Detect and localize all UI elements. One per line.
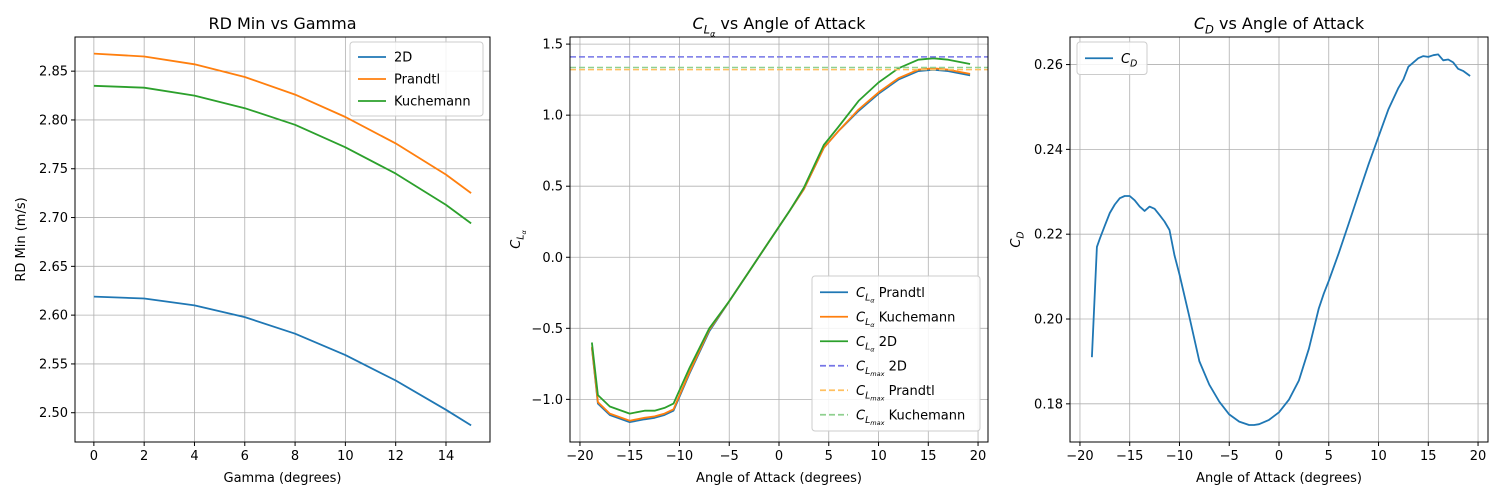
y-tick-label: 0.26 <box>1034 58 1063 73</box>
y-tick-label: 0.18 <box>1034 397 1063 412</box>
x-axis-label: Angle of Attack (degrees) <box>696 471 862 486</box>
legend-box <box>811 275 981 432</box>
x-tick-label: −10 <box>666 449 693 464</box>
plot-area <box>93 52 472 427</box>
x-tick-label: −5 <box>1220 449 1239 464</box>
x-tick-label: 15 <box>920 449 937 464</box>
y-tick-label: 2.55 <box>39 357 68 372</box>
x-tick-label: 15 <box>1420 449 1437 464</box>
x-tick-label: 10 <box>1370 449 1387 464</box>
x-tick-label: 8 <box>291 449 299 464</box>
y-tick-label: 2.50 <box>39 406 68 421</box>
legend-label: 2D <box>394 51 412 66</box>
x-tick-label: −15 <box>616 449 643 464</box>
chart-1: 0 2 4 6 8 10 12 14 2.50 2.55 2.60 2.65 2.70 2.75 2.80 2… <box>14 14 491 486</box>
x-tick-label: 6 <box>241 449 249 464</box>
series-line-2 <box>591 57 971 415</box>
x-tick-label: 20 <box>970 449 987 464</box>
legend-label: Kuchemann <box>394 95 471 110</box>
y-tick-label: 1.0 <box>542 109 563 124</box>
y-axis-label: CLα <box>509 230 528 249</box>
y-tick-label: 2.65 <box>39 260 68 275</box>
x-tick-label: −5 <box>720 449 739 464</box>
y-tick-label: 0.24 <box>1034 143 1063 158</box>
x-tick-label: 12 <box>387 449 404 464</box>
y-axis-label-group: RD Min (m/s) <box>14 197 29 281</box>
chart-title: CLα vs Angle of Attack <box>692 14 866 38</box>
y-tick-label: 0.22 <box>1034 228 1063 243</box>
y-axis-label: CD <box>1009 231 1027 247</box>
x-axis-label: Angle of Attack (degrees) <box>1196 471 1362 486</box>
y-tick-label: 0.0 <box>542 251 563 266</box>
y-tick-label: 2.75 <box>39 162 68 177</box>
y-tick-label: 2.80 <box>39 113 68 128</box>
y-axis-label-group: CLα <box>509 230 528 249</box>
legend-label: CLmax 2D <box>856 359 907 378</box>
chart-title: CD vs Angle of Attack <box>1194 14 1365 36</box>
x-tick-label: 0 <box>775 449 783 464</box>
y-tick-label: 2.85 <box>39 65 68 80</box>
legend-label: CLα Kuchemann <box>856 310 955 329</box>
x-tick-label: 5 <box>825 449 833 464</box>
x-tick-label: 10 <box>870 449 887 464</box>
y-tick-label: 0.5 <box>542 180 563 195</box>
x-tick-label: −20 <box>1066 449 1093 464</box>
axes-frame <box>74 36 491 443</box>
x-tick-label: −15 <box>1116 449 1143 464</box>
legend-label: Prandtl <box>394 73 440 88</box>
y-axis-label: RD Min (m/s) <box>14 197 29 281</box>
x-tick-label: −10 <box>1166 449 1193 464</box>
x-tick-label: 10 <box>337 449 354 464</box>
chart-2: −20 −15 −10 −5 0 5 10 15 20 −1.0 −0.5 0.0 0.5 1.0 1.5 C… <box>509 14 989 486</box>
x-tick-label: −20 <box>566 449 593 464</box>
legend-box <box>349 41 484 117</box>
chart-title: RD Min vs Gamma <box>208 14 356 33</box>
plot-area <box>570 56 988 424</box>
y-tick-label: 0.20 <box>1034 313 1063 328</box>
x-tick-label: 2 <box>140 449 148 464</box>
legend-label: CLmax Prandtl <box>856 384 935 403</box>
plot-area <box>1091 53 1471 426</box>
legend-label: CLα 2D <box>856 335 897 354</box>
legend-label: CLα Prandtl <box>856 286 925 305</box>
x-tick-label: 0 <box>90 449 98 464</box>
y-tick-label: 1.5 <box>542 38 563 53</box>
x-tick-label: 5 <box>1325 449 1333 464</box>
series-line-2 <box>93 84 472 225</box>
y-tick-label: −1.0 <box>531 393 563 408</box>
y-axis-label-group: CD <box>1009 231 1027 247</box>
series-line-1 <box>93 52 472 194</box>
chart-3: −20 −15 −10 −5 0 5 10 15 20 0.18 0.20 0.22 0.24 0.26 C… <box>1009 14 1489 486</box>
x-tick-label: 4 <box>190 449 198 464</box>
y-tick-label: 2.60 <box>39 309 68 324</box>
y-tick-label: −0.5 <box>531 322 563 337</box>
x-tick-label: 0 <box>1275 449 1283 464</box>
legend-label: CD <box>1121 52 1137 70</box>
x-tick-label: 20 <box>1470 449 1487 464</box>
x-axis-label: Gamma (degrees) <box>224 471 342 486</box>
legend-label: CLmax Kuchemann <box>856 408 965 427</box>
series-line-0 <box>1091 53 1471 426</box>
y-tick-label: 2.70 <box>39 211 68 226</box>
series-line-0 <box>93 295 472 427</box>
x-tick-label: 14 <box>438 449 455 464</box>
